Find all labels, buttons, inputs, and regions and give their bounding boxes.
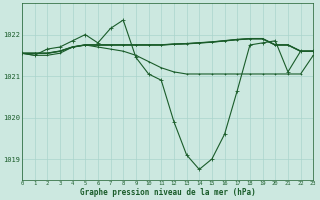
X-axis label: Graphe pression niveau de la mer (hPa): Graphe pression niveau de la mer (hPa): [80, 188, 255, 197]
